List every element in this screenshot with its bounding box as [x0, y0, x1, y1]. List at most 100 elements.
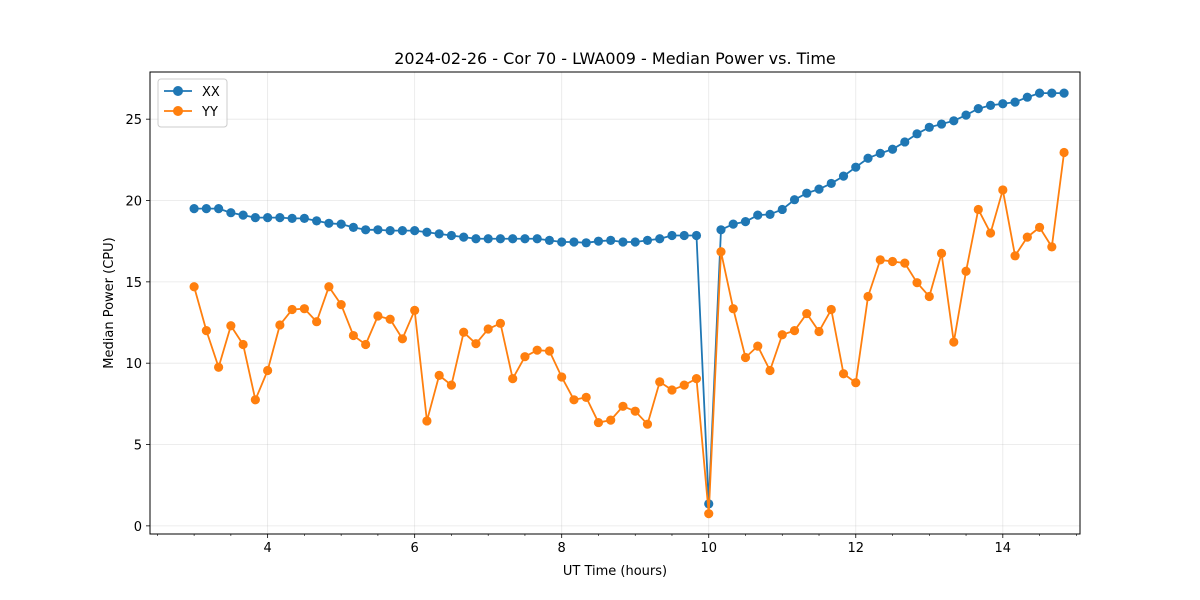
series-xx-point: [495, 234, 506, 244]
series-yy-point: [667, 385, 677, 395]
series-xx-point: [887, 144, 898, 154]
series-yy-point: [520, 352, 530, 362]
series-yy-point: [875, 255, 885, 265]
series-yy-point: [593, 417, 604, 428]
series-yy-point: [495, 318, 506, 328]
series-xx-point: [753, 210, 763, 220]
series-xx-point: [226, 208, 236, 218]
series-xx-point: [361, 225, 371, 235]
x-axis-label: UT Time (hours): [563, 564, 667, 579]
series-yy-point: [936, 248, 947, 258]
series-yy-point: [716, 247, 726, 257]
series-xx-point: [483, 234, 493, 244]
series-yy-point: [1047, 242, 1057, 252]
series-yy-point: [397, 334, 408, 344]
series-xx-point: [471, 234, 481, 244]
series-yy-point: [728, 304, 738, 314]
series-yy-point: [973, 204, 983, 215]
series-yy-point: [532, 345, 542, 355]
series-yy-point: [422, 416, 432, 426]
series-yy-point: [385, 314, 395, 324]
series-yy-point: [949, 337, 959, 347]
legend: XX YY: [157, 78, 228, 128]
series-xx-point: [532, 234, 542, 244]
series-yy-point: [691, 374, 702, 384]
series-yy-point: [863, 291, 873, 302]
series-xx-point: [875, 148, 885, 158]
series-xx-point: [373, 225, 383, 235]
series-xx-point: [936, 119, 947, 129]
series-yy-point: [912, 278, 922, 288]
series-xx-point: [618, 237, 628, 247]
series-xx-point: [900, 137, 910, 147]
y-tick-label: 20: [125, 195, 142, 210]
series-yy: [189, 147, 1069, 519]
series-yy-point: [226, 321, 236, 331]
series-xx-point: [581, 238, 591, 248]
y-tick-label: 10: [125, 357, 142, 372]
series-xx-point: [397, 226, 408, 236]
series-xx: [189, 88, 1069, 509]
plot-frame: [149, 71, 1081, 535]
series-yy-point: [961, 266, 971, 276]
y-tick-label: 15: [125, 276, 142, 291]
x-tick-label: 8: [558, 541, 566, 556]
series-xx-point: [201, 204, 211, 214]
series-xx-point: [312, 216, 322, 226]
series-xx-point: [949, 116, 959, 126]
series-yy-point: [900, 258, 910, 268]
legend-xx-marker: [173, 86, 183, 96]
series-yy-point: [985, 228, 996, 238]
chart-title: 2024-02-26 - Cor 70 - LWA009 - Median Po…: [394, 49, 836, 68]
series-xx-point: [569, 237, 579, 247]
series-xx-point: [728, 219, 738, 229]
series-xx-point: [912, 129, 922, 139]
series-xx-point: [765, 209, 775, 219]
series-yy-point: [214, 362, 224, 372]
x-tick-label: 4: [263, 541, 271, 556]
series-xx-point: [422, 227, 432, 237]
series-xx-point: [1047, 88, 1057, 98]
y-axis-ticks: 0 5 10 15 20 25: [125, 113, 150, 535]
series-yy-point: [324, 282, 334, 292]
series-yy-point: [201, 326, 211, 336]
series-yy-point: [483, 324, 493, 334]
series-yy-line: [193, 152, 1065, 515]
series-xx-point: [459, 232, 469, 242]
series-xx-point: [924, 122, 934, 132]
series-xx-point: [520, 234, 530, 244]
series-yy-point: [1059, 147, 1069, 158]
series-xx-point: [189, 204, 199, 214]
series-xx-point: [1034, 88, 1045, 98]
series-yy-point: [838, 369, 849, 379]
series-xx-point: [691, 230, 702, 241]
series-xx-point: [348, 222, 358, 232]
series-xx-point: [740, 217, 751, 227]
series-yy-point: [410, 305, 420, 315]
series-xx-point: [446, 230, 457, 241]
series-xx-point: [250, 213, 260, 223]
series-yy-point: [459, 327, 469, 337]
series-yy-point: [887, 256, 898, 267]
series-yy-point: [569, 395, 579, 405]
series-yy-point: [373, 311, 383, 321]
series-xx-point: [385, 226, 395, 236]
series-yy-point: [851, 378, 861, 388]
series-xx-point: [667, 230, 677, 241]
series-xx-point: [838, 171, 849, 181]
series-xx-point: [1022, 92, 1032, 102]
x-tick-label: 12: [847, 541, 864, 556]
series-yy-point: [275, 320, 285, 330]
series-xx-point: [214, 204, 224, 214]
series-yy-point: [287, 304, 297, 315]
series-yy-point: [826, 304, 836, 315]
series-xx-point: [998, 99, 1008, 109]
series-yy-point: [238, 339, 248, 350]
series-yy-point: [789, 326, 800, 336]
series-xx-point: [593, 236, 604, 246]
series-yy-point: [998, 185, 1008, 195]
y-tick-label: 0: [134, 520, 142, 535]
series-xx-point: [777, 204, 787, 215]
series-xx-point: [863, 153, 873, 163]
